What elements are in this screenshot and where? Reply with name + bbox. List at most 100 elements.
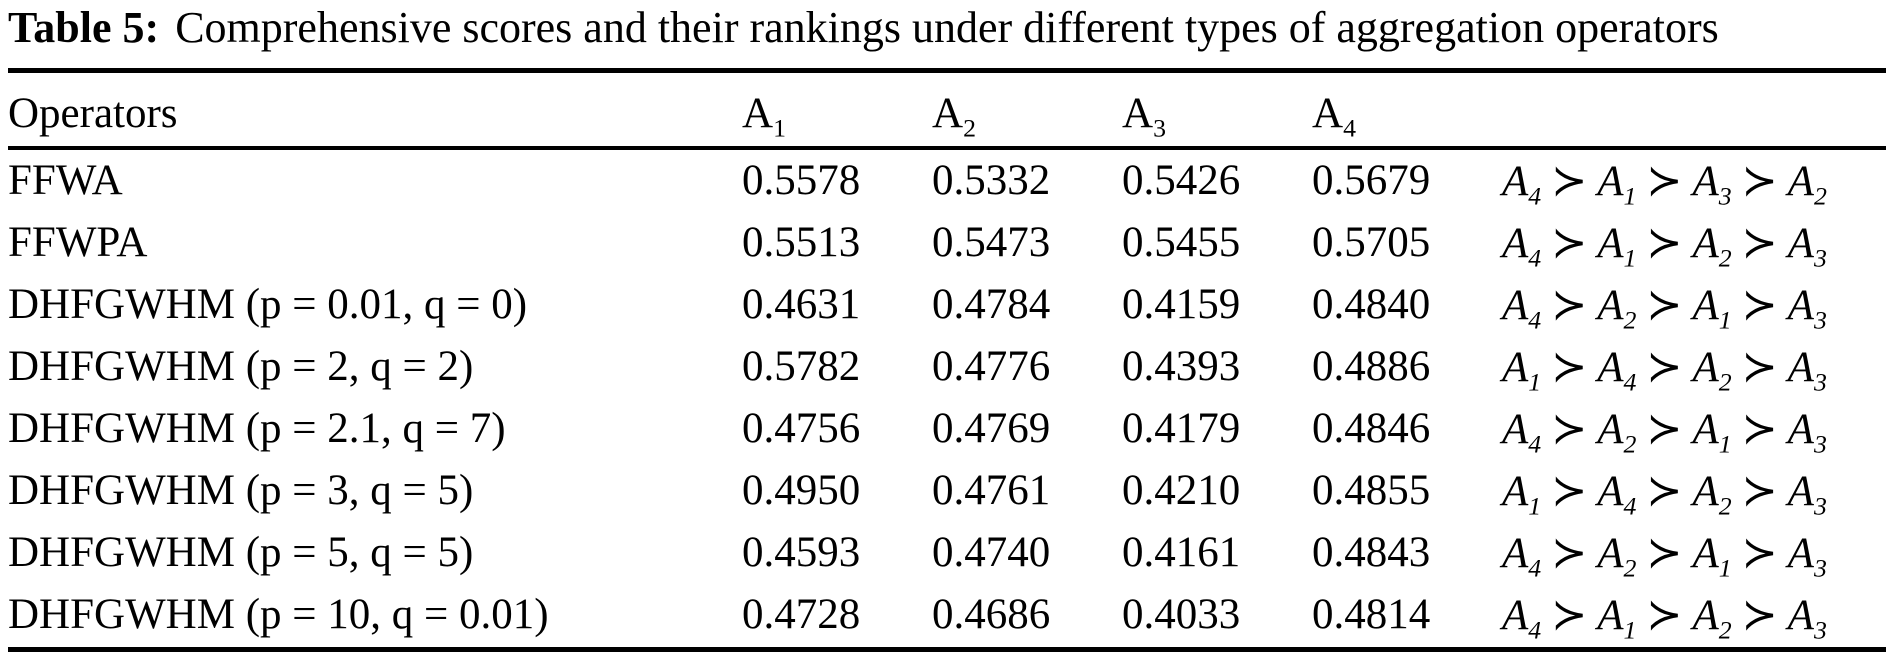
table-row: DHFGWHM (p = 2, q = 2) 0.5782 0.4776 0.4393… (8, 336, 1884, 398)
alternative-symbol: A (1692, 158, 1719, 205)
alternative-subscript: 4 (1343, 113, 1356, 143)
alternative-subscript: 4 (1528, 429, 1542, 459)
alternative-ref: A3 (1787, 344, 1827, 395)
alternative-symbol: A (1122, 90, 1154, 137)
alternative-ref: A3 (1787, 220, 1827, 271)
score-value-a1: 0.4631 (742, 281, 861, 328)
alternative-symbol: A (1787, 220, 1814, 267)
alternative-subscript: 2 (1623, 553, 1637, 583)
alternative-subscript: 2 (1623, 429, 1637, 459)
succeeds-symbol: ≻ (1741, 218, 1778, 268)
alternative-symbol: A (1597, 220, 1624, 267)
alternative-subscript: 4 (1528, 615, 1542, 645)
alternative-symbol: A (1502, 530, 1529, 577)
score-value-a2: 0.4776 (932, 343, 1051, 390)
operator-name: DHFGWHM (p = 2.1, q = 7) (8, 405, 506, 452)
table-row: FFWA 0.5578 0.5332 0.5426 0.5679 A4 ≻ A1 ≻ A3 ≻ A2 (8, 150, 1884, 212)
succeeds-symbol: ≻ (1551, 404, 1588, 454)
alternative-symbol: A (1597, 344, 1624, 391)
table-row: DHFGWHM (p = 2.1, q = 7) 0.4756 0.4769 0.41… (8, 398, 1884, 460)
ranking: A4 ≻ A2 ≻ A1 ≻ A3 (1502, 274, 1884, 337)
alternative-ref: A1 (1597, 592, 1636, 643)
table-row: DHFGWHM (p = 3, q = 5) 0.4950 0.4761 0.4210… (8, 460, 1884, 522)
alternative-symbol: A (1787, 530, 1814, 577)
table-bottom-rule (8, 647, 1886, 652)
succeeds-symbol: ≻ (1551, 528, 1588, 578)
alternative-symbol: A (1597, 592, 1624, 639)
ranking: A4 ≻ A1 ≻ A2 ≻ A3 (1502, 584, 1884, 647)
alternative-ref: A1 (1597, 220, 1636, 271)
alternative-ref: A2 (1692, 468, 1731, 519)
alternative-symbol: A (1692, 344, 1719, 391)
score-value-a1: 0.5782 (742, 343, 861, 390)
score-value-a1: 0.4756 (742, 405, 861, 452)
operator-name: DHFGWHM (p = 10, q = 0.01) (8, 591, 549, 638)
alternative-ref: A2 (1692, 344, 1731, 395)
score-value-a4: 0.4840 (1312, 281, 1431, 328)
alternative-symbol: A (1787, 468, 1814, 515)
alternative-ref: A1 (1692, 282, 1731, 333)
alternative-symbol: A (1692, 530, 1719, 577)
score-value-a4: 0.5679 (1312, 157, 1431, 204)
alternative-subscript: 1 (1528, 367, 1542, 397)
alternative-symbol: A (1692, 406, 1719, 453)
score-value-a1: 0.4593 (742, 529, 861, 576)
alternative-subscript: 2 (1718, 615, 1732, 645)
alternative-subscript: 1 (1718, 429, 1732, 459)
alternative-symbol: A (1787, 344, 1814, 391)
table-caption-text: Comprehensive scores and their rankings … (175, 3, 1719, 52)
alternative-subscript: 4 (1528, 243, 1542, 273)
score-value-a4: 0.4855 (1312, 467, 1431, 514)
succeeds-symbol: ≻ (1646, 590, 1683, 640)
alternative-ref: A2 (1787, 158, 1827, 209)
alternative-ref: A3 (1787, 592, 1827, 643)
alternative-subscript: 4 (1528, 181, 1542, 211)
score-value-a3: 0.5426 (1122, 157, 1241, 204)
alternative-symbol: A (1787, 592, 1814, 639)
alternative-subscript: 3 (1813, 615, 1827, 645)
table-row: DHFGWHM (p = 0.01, q = 0) 0.4631 0.4784 0.4… (8, 274, 1884, 336)
alternative-ref: A4 (1502, 530, 1541, 581)
alternative-ref: A4 (1502, 406, 1541, 457)
succeeds-symbol: ≻ (1741, 156, 1778, 206)
score-value-a3: 0.4179 (1122, 405, 1241, 452)
alternative-subscript: 1 (1623, 615, 1637, 645)
alternative-symbol: A (1597, 530, 1624, 577)
ranking: A4 ≻ A2 ≻ A1 ≻ A3 (1502, 398, 1884, 461)
succeeds-symbol: ≻ (1646, 528, 1683, 578)
alternative-subscript: 3 (1813, 553, 1827, 583)
alternative-symbol: A (1692, 592, 1719, 639)
alternative-symbol: A (1692, 468, 1719, 515)
alternative-ref: A4 (1597, 344, 1636, 395)
succeeds-symbol: ≻ (1551, 590, 1588, 640)
table-body: FFWA 0.5578 0.5332 0.5426 0.5679 A4 ≻ A1 ≻ A3 ≻ A2 F… (8, 150, 1884, 646)
alternative-symbol: A (1787, 406, 1814, 453)
succeeds-symbol: ≻ (1646, 156, 1683, 206)
score-value-a1: 0.4728 (742, 591, 861, 638)
alternative-ref: A1 (1502, 344, 1541, 395)
score-value-a4: 0.4886 (1312, 343, 1431, 390)
succeeds-symbol: ≻ (1646, 280, 1683, 330)
succeeds-symbol: ≻ (1551, 218, 1588, 268)
ranking: A4 ≻ A1 ≻ A3 ≻ A2 (1502, 150, 1884, 213)
succeeds-symbol: ≻ (1741, 528, 1778, 578)
alternative-ref: A4 (1502, 220, 1541, 271)
succeeds-symbol: ≻ (1741, 342, 1778, 392)
alternative-symbol: A (1787, 158, 1814, 205)
alternative-symbol: A (1502, 282, 1529, 329)
score-value-a4: 0.4843 (1312, 529, 1431, 576)
succeeds-symbol: ≻ (1741, 466, 1778, 516)
alternative-subscript: 3 (1813, 305, 1827, 335)
alternative-subscript: 2 (1718, 491, 1732, 521)
succeeds-symbol: ≻ (1551, 280, 1588, 330)
alternative-symbol: A (932, 90, 964, 137)
alternative-ref: A3 (1787, 468, 1827, 519)
score-value-a2: 0.4769 (932, 405, 1051, 452)
ranking: A4 ≻ A2 ≻ A1 ≻ A3 (1502, 522, 1884, 585)
score-value-a2: 0.5332 (932, 157, 1051, 204)
alternative-ref: A1 (1597, 158, 1636, 209)
succeeds-symbol: ≻ (1646, 342, 1683, 392)
ranking: A1 ≻ A4 ≻ A2 ≻ A3 (1502, 460, 1884, 523)
table-caption: Table 5: Comprehensive scores and their r… (8, 0, 1888, 58)
